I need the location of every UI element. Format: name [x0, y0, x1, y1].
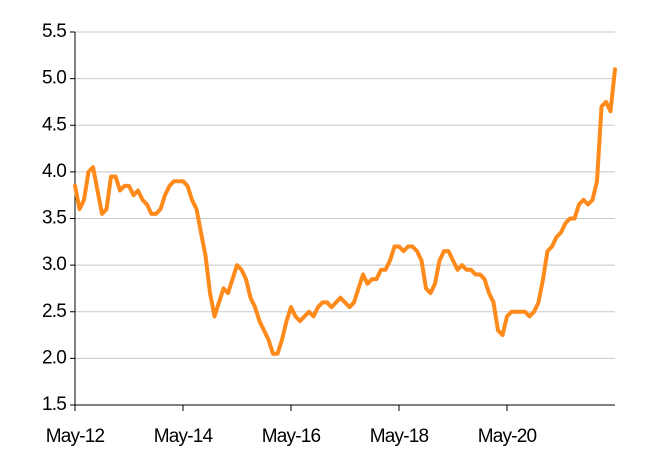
- x-tick-label: May-20: [478, 426, 537, 447]
- y-tick-label: 5.0: [42, 68, 66, 89]
- y-tick-label: 4.0: [42, 161, 66, 182]
- x-tick-label: May-12: [46, 426, 105, 447]
- y-tick-label: 5.5: [42, 21, 66, 42]
- y-tick-label: 2.0: [42, 347, 66, 368]
- line-series: [73, 67, 617, 356]
- y-tick-label: 4.5: [42, 114, 66, 135]
- y-tick-label: 3.5: [42, 208, 66, 229]
- x-tick-label: May-16: [262, 426, 321, 447]
- y-tick-label: 2.5: [42, 301, 66, 322]
- x-tick-label: May-14: [154, 426, 214, 447]
- y-tick-label: 3.0: [42, 254, 66, 275]
- x-tick-label: May-18: [370, 426, 429, 447]
- y-tick-label: 1.5: [42, 394, 66, 415]
